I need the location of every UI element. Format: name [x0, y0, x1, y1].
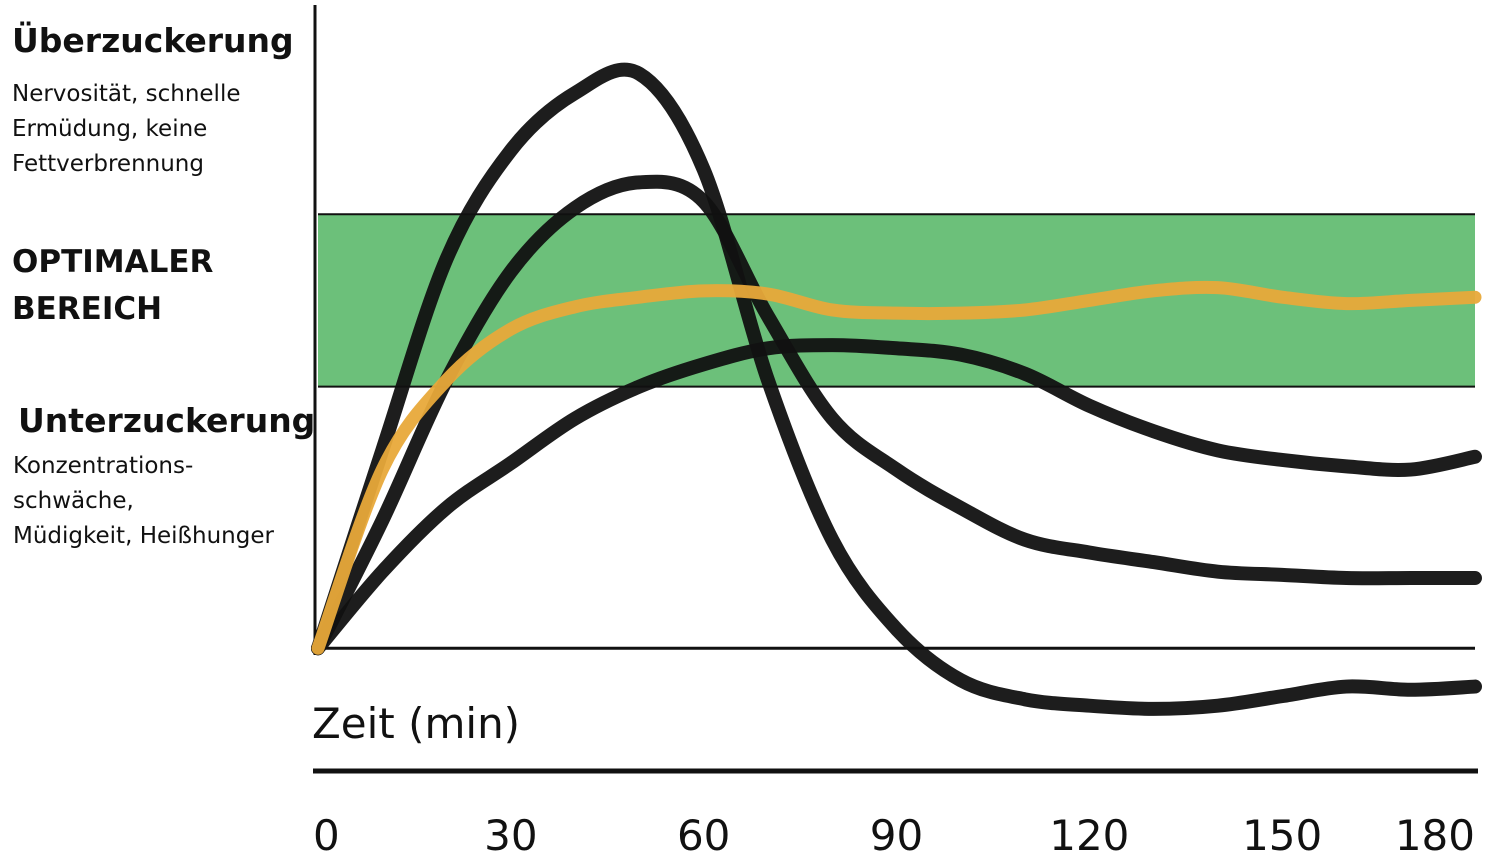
annotation-text: Nervosität, schnelle [12, 81, 240, 107]
annotation-text: Müdigkeit, Heißhunger [13, 523, 274, 549]
x-tick-label: 60 [677, 811, 730, 860]
x-tick-label: 90 [870, 811, 923, 860]
annotation-title: Unterzuckerung [18, 401, 315, 440]
annotation-title: Überzuckerung [12, 20, 294, 60]
curve [311, 62, 1482, 716]
x-axis-label: Zeit (min) [312, 699, 520, 748]
curve [311, 280, 1482, 655]
annotation-text: Konzentrations- [13, 453, 193, 479]
x-tick-label: 0 [313, 811, 340, 860]
annotation-heading: OPTIMALER [12, 244, 214, 280]
x-tick-label: 120 [1049, 811, 1129, 860]
annotation-heading: BEREICH [12, 291, 162, 327]
annotation-text: Fettverbrennung [12, 151, 204, 177]
x-tick-label: 150 [1242, 811, 1322, 860]
curve [311, 338, 1482, 656]
x-tick-label: 180 [1395, 811, 1475, 860]
curve [311, 174, 1482, 656]
annotation-text: schwäche, [13, 488, 134, 514]
annotation-text: Ermüdung, keine [12, 116, 207, 142]
x-tick-label: 30 [484, 811, 537, 860]
